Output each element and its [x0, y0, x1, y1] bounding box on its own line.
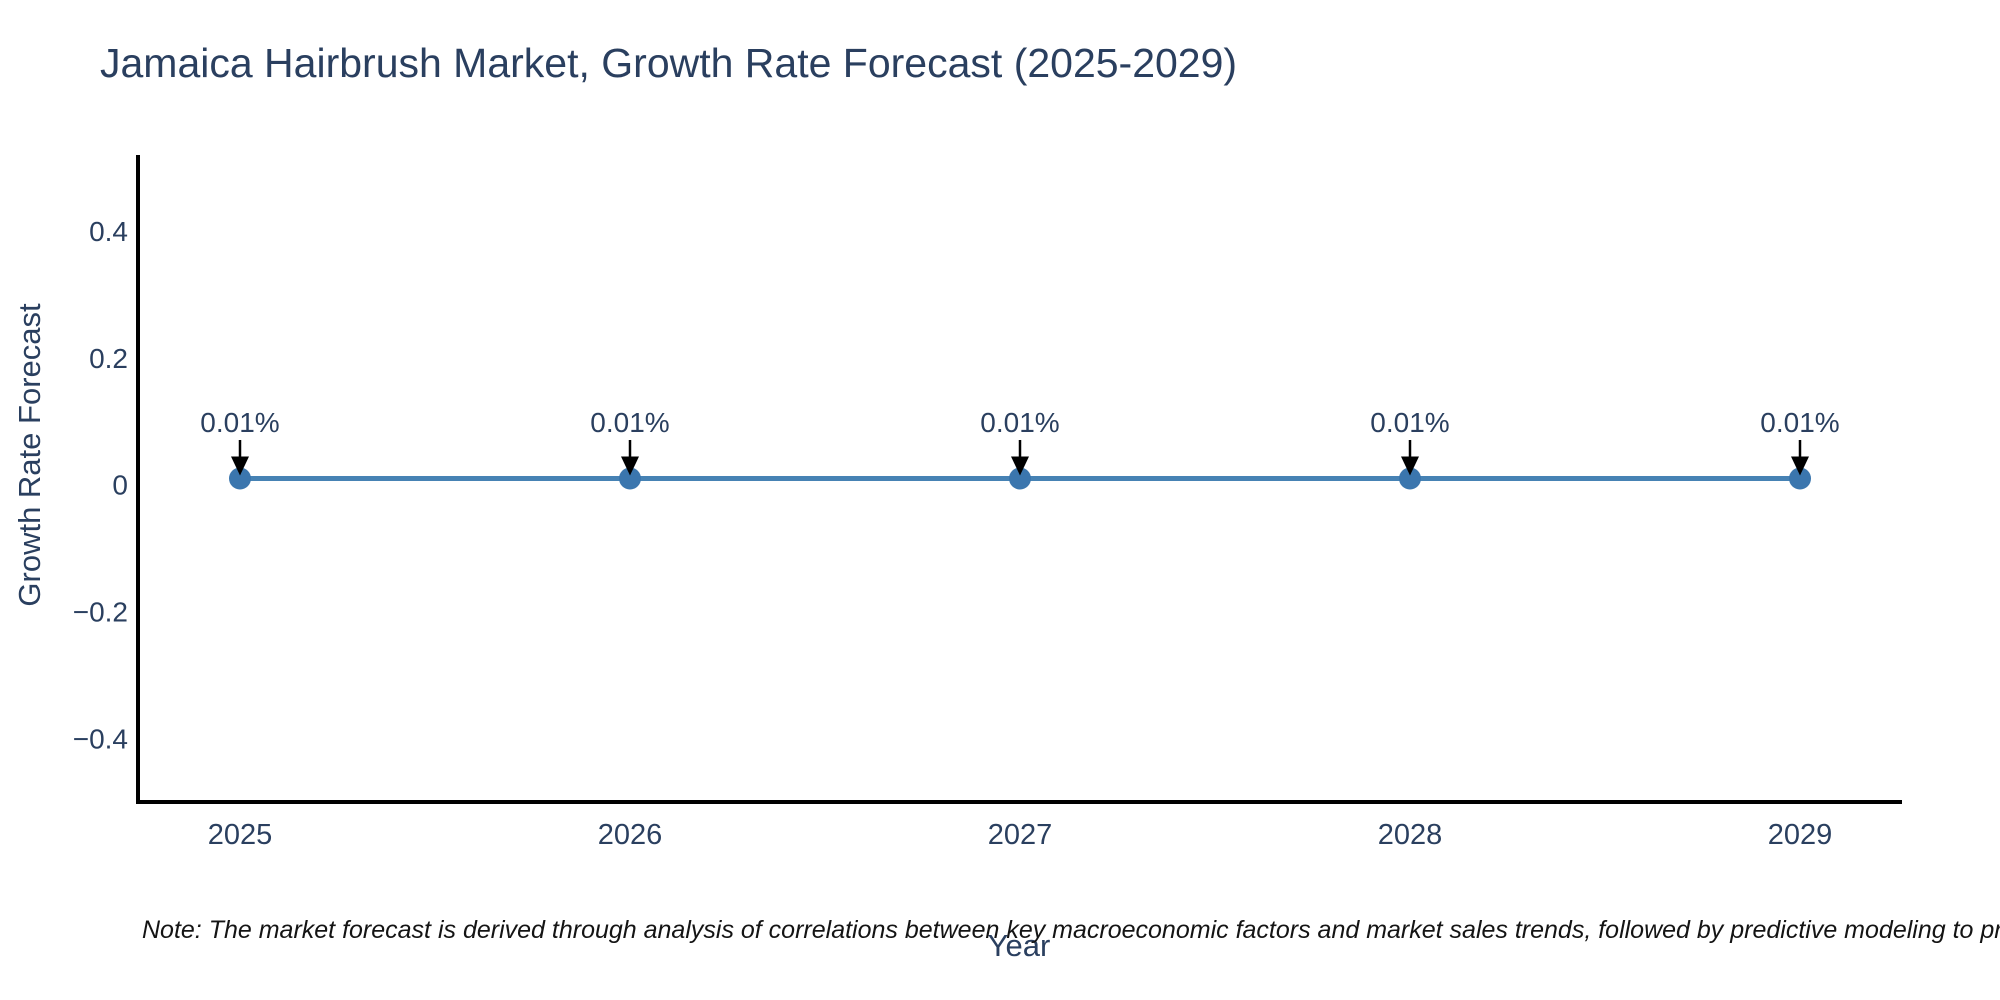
y-tick-label: −0.2	[73, 597, 128, 628]
x-tick-label: 2026	[598, 819, 663, 851]
annotation-label: 0.01%	[590, 407, 669, 438]
x-tick-label: 2028	[1378, 819, 1443, 851]
x-axis-title: Year	[987, 928, 1051, 963]
y-tick-label: 0	[112, 470, 128, 501]
x-tick-label: 2027	[988, 819, 1053, 851]
data-point-marker[interactable]	[619, 467, 641, 490]
x-tick-label: 2029	[1768, 819, 1833, 851]
annotation-label: 0.01%	[200, 407, 279, 438]
footnote-text: Note: The market forecast is derived thr…	[142, 916, 2000, 944]
annotation-label: 0.01%	[1760, 407, 1839, 438]
annotation-arrowhead-icon	[1401, 456, 1419, 476]
annotation-arrowhead-icon	[231, 456, 249, 476]
chart-title: Jamaica Hairbrush Market, Growth Rate Fo…	[100, 40, 1238, 86]
y-tick-label: 0.2	[89, 343, 128, 374]
annotation-label: 0.01%	[1370, 407, 1449, 438]
y-tick-label: −0.4	[73, 723, 128, 754]
annotation-arrowhead-icon	[1011, 456, 1029, 476]
data-point-marker[interactable]	[1789, 467, 1811, 490]
data-point-marker[interactable]	[1009, 467, 1031, 490]
y-tick-label: 0.4	[89, 216, 128, 247]
x-tick-label: 2025	[208, 819, 273, 851]
annotation-label: 0.01%	[980, 407, 1059, 438]
y-axis-title: Growth Rate Forecast	[12, 303, 47, 607]
annotation-arrowhead-icon	[1791, 456, 1809, 476]
annotation-arrowhead-icon	[621, 456, 639, 476]
data-point-marker[interactable]	[1399, 467, 1421, 490]
data-point-marker[interactable]	[229, 467, 251, 490]
